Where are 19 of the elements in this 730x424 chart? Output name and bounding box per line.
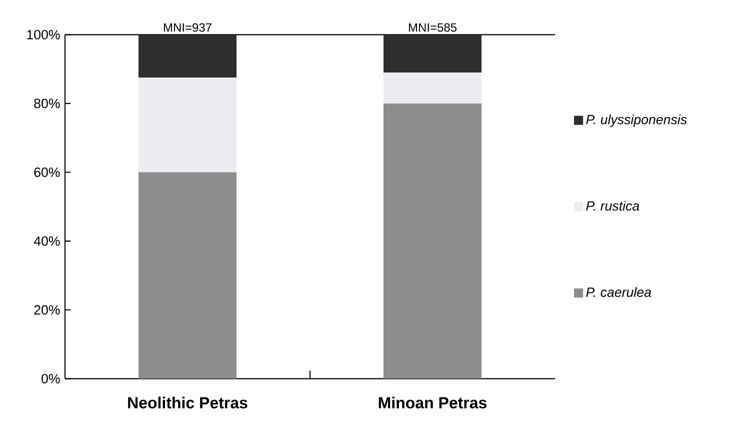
annotation: MNI=937 xyxy=(164,23,212,32)
y-tick-label: 20% xyxy=(34,305,60,315)
x-tick-label: Minoan Petras xyxy=(378,396,487,408)
bar xyxy=(138,78,237,172)
y-tick-label: 100% xyxy=(27,30,60,40)
bar xyxy=(384,34,482,72)
y-tick-label: 80% xyxy=(34,98,60,108)
legend-label: P. ulyssiponensis xyxy=(586,114,687,127)
bar xyxy=(138,172,237,379)
y-tick-label: 0% xyxy=(42,374,60,384)
x-tick-label: Neolithic Petras xyxy=(128,396,248,408)
bar xyxy=(384,72,482,104)
y-tick-label: 40% xyxy=(34,236,60,246)
annotation: MNI=585 xyxy=(408,23,457,32)
legend-label: P. caerulea xyxy=(586,287,652,297)
bar xyxy=(384,103,482,379)
legend-label: P. rustica xyxy=(586,200,640,211)
y-tick-label: 60% xyxy=(34,168,60,177)
bar xyxy=(138,34,237,78)
